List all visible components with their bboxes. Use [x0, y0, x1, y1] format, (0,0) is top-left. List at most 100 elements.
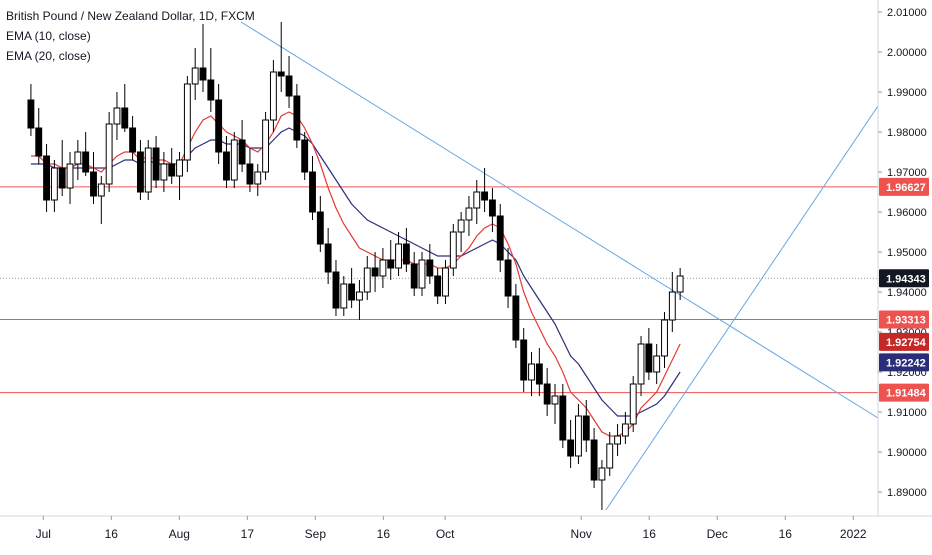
- candle: [668, 272, 676, 332]
- time-axis-label: Dec: [707, 527, 728, 541]
- candle-body: [230, 139, 238, 181]
- candle: [121, 84, 129, 132]
- candle-body: [340, 283, 348, 309]
- candle: [332, 260, 340, 316]
- candle: [207, 48, 215, 112]
- chart-legend: British Pound / New Zealand Dollar, 1D, …: [6, 6, 255, 66]
- price-label-box: [879, 332, 929, 351]
- candle: [340, 276, 348, 316]
- candle: [520, 328, 528, 392]
- candle-body: [543, 383, 551, 405]
- candle: [309, 156, 316, 220]
- candle-body: [395, 243, 402, 269]
- price-label-box: [879, 177, 929, 196]
- candle-body: [387, 259, 395, 269]
- candle: [598, 460, 606, 510]
- candle-body: [402, 243, 410, 265]
- candle-body: [160, 163, 168, 181]
- legend-ema10[interactable]: EMA (10, close): [6, 29, 91, 43]
- candle-body: [434, 275, 442, 297]
- candle-body: [356, 291, 363, 301]
- candle: [191, 48, 199, 100]
- candle: [269, 60, 277, 132]
- candle: [152, 136, 160, 188]
- candle-body: [269, 71, 277, 121]
- legend-ema20[interactable]: EMA (20, close): [6, 49, 91, 63]
- time-axis-label: Nov: [571, 527, 592, 541]
- candle-body: [668, 291, 676, 321]
- candle: [457, 212, 465, 252]
- candle-body: [136, 151, 144, 193]
- candle-body: [481, 191, 489, 201]
- price-axis-label: 1.95000: [887, 247, 927, 259]
- candle: [356, 280, 363, 320]
- candle-body: [661, 319, 668, 357]
- candle: [58, 140, 66, 196]
- candle-body: [582, 415, 590, 441]
- candle: [676, 268, 684, 300]
- candle-body: [590, 439, 598, 481]
- candle-body: [473, 191, 481, 209]
- candle: [27, 84, 35, 136]
- price-label-box: [879, 383, 929, 402]
- trendline-ascending: [605, 105, 879, 511]
- time-axis-label: Aug: [169, 527, 190, 541]
- candle: [402, 228, 410, 272]
- price-axis-label: 1.94000: [887, 287, 927, 299]
- candle-body: [144, 147, 152, 193]
- candle: [410, 252, 418, 296]
- candle: [488, 188, 496, 232]
- candle-body: [58, 167, 66, 189]
- candle: [113, 92, 121, 140]
- candle: [82, 132, 90, 176]
- candle-body: [629, 383, 637, 425]
- price-label: 1.94343: [879, 269, 929, 288]
- candle-body: [457, 219, 465, 233]
- candle-body: [152, 147, 160, 181]
- candle-body: [559, 395, 567, 441]
- price-label-box: [879, 353, 929, 372]
- price-label-text: 1.96627: [886, 182, 926, 194]
- candle: [324, 228, 332, 284]
- candle: [387, 240, 395, 280]
- candle: [129, 116, 137, 160]
- candle: [449, 224, 457, 276]
- candle: [535, 348, 543, 396]
- legend-symbol[interactable]: British Pound / New Zealand Dollar, 1D, …: [6, 9, 255, 23]
- candle-body: [238, 139, 246, 165]
- candle: [238, 120, 246, 172]
- candle: [559, 384, 567, 448]
- candle-body: [567, 439, 575, 457]
- price-label: 1.92754: [879, 332, 929, 351]
- candle: [199, 24, 207, 92]
- price-label-text: 1.94343: [886, 273, 926, 285]
- candle-body: [496, 215, 504, 261]
- price-axis-label: 1.89000: [887, 487, 927, 499]
- candle-body: [285, 75, 293, 97]
- candle: [473, 180, 481, 224]
- candle: [496, 204, 504, 272]
- candle: [426, 244, 434, 284]
- candle-body: [66, 163, 74, 189]
- price-label: 1.93313: [879, 310, 929, 329]
- candle-body: [129, 127, 137, 153]
- price-axis-label: 1.98000: [887, 127, 927, 139]
- candle: [661, 312, 668, 368]
- candle-body: [324, 243, 332, 273]
- candle: [434, 268, 442, 304]
- candle: [481, 168, 489, 212]
- candle-body: [426, 259, 434, 277]
- candle-body: [105, 123, 113, 185]
- candle-body: [504, 259, 512, 297]
- candle-body: [465, 207, 473, 221]
- candle-body: [82, 151, 90, 173]
- candle: [74, 140, 82, 180]
- candle: [637, 336, 645, 396]
- time-axis-label: Sep: [305, 527, 327, 541]
- candle-body: [176, 159, 183, 177]
- time-axis-label: 16: [643, 527, 657, 541]
- price-axis-label: 2.01000: [887, 7, 927, 19]
- candle: [285, 56, 293, 108]
- candle: [575, 404, 582, 464]
